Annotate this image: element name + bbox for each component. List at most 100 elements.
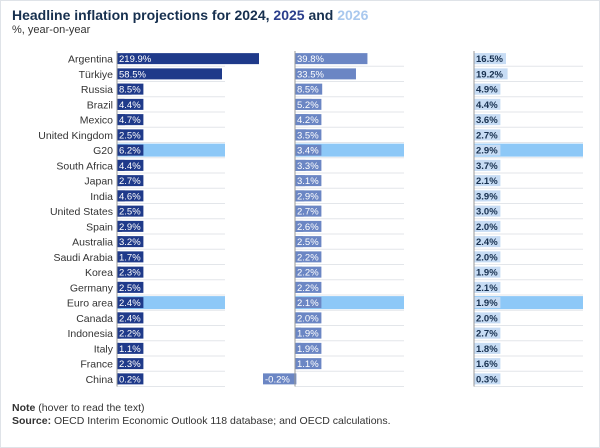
- value-label-2024: 2.9%: [119, 222, 141, 233]
- value-label-2024: 2.5%: [119, 207, 141, 218]
- value-label-2025: 2.7%: [297, 207, 319, 218]
- value-label-box: [295, 236, 322, 248]
- value-label-2024: 3.2%: [119, 237, 141, 248]
- value-label-2026: 2.1%: [476, 283, 498, 294]
- category-label: Japan: [84, 176, 113, 188]
- bar-2024: [117, 68, 222, 80]
- value-label-2024: 4.6%: [119, 191, 141, 202]
- category-label: Korea: [85, 267, 113, 279]
- value-label-2024: 4.4%: [119, 100, 141, 111]
- bar-2025: [295, 53, 368, 65]
- value-label-2025: 4.2%: [297, 115, 319, 126]
- value-label-box: [474, 175, 501, 187]
- value-label-2026: 2.0%: [476, 313, 498, 324]
- value-label-2025: 3.5%: [297, 130, 319, 141]
- value-label-box: [295, 98, 322, 110]
- value-label-box: [474, 266, 501, 278]
- value-label-2025: 3.4%: [297, 146, 319, 157]
- value-label-2024: 2.7%: [119, 176, 141, 187]
- value-label-2025: 33.5%: [297, 69, 324, 80]
- source-text: OECD Interim Economic Outlook 118 databa…: [54, 415, 391, 427]
- value-label-box: [117, 312, 144, 324]
- chart-note[interactable]: Note (hover to read the text): [12, 402, 145, 414]
- category-label: Italy: [94, 343, 114, 355]
- bar-2025: [295, 83, 323, 95]
- value-label-2026: 2.0%: [476, 252, 498, 263]
- value-label-2024: 2.4%: [119, 313, 141, 324]
- value-label-box: [295, 144, 322, 156]
- value-label-box: [117, 297, 144, 309]
- value-label-2024: 58.5%: [119, 69, 146, 80]
- highlight-band: [295, 296, 404, 310]
- chart-title: Headline inflation projections for 2024,…: [12, 7, 368, 23]
- value-label-box: [474, 342, 501, 354]
- value-label-box: [474, 327, 501, 339]
- value-label-2024: 2.3%: [119, 268, 141, 279]
- value-label-box: [474, 281, 501, 293]
- title-prefix: Headline inflation projections for: [12, 7, 231, 23]
- value-label-box: [474, 220, 501, 232]
- value-label-box: [117, 327, 144, 339]
- value-label-box: [474, 190, 501, 202]
- note-label: Note: [12, 402, 36, 414]
- value-label-2024: 2.4%: [119, 298, 141, 309]
- value-label-2026: 19.2%: [476, 69, 503, 80]
- source-label: Source:: [12, 415, 52, 427]
- value-label-box: [295, 358, 322, 370]
- category-label: Indonesia: [67, 328, 113, 340]
- value-label-2024: 8.5%: [119, 85, 141, 96]
- value-label-2024: 0.2%: [119, 374, 141, 385]
- value-label-2024: 2.2%: [119, 329, 141, 340]
- highlight-band: [474, 296, 583, 310]
- category-label: France: [80, 359, 113, 371]
- value-label-2026: 2.0%: [476, 222, 498, 233]
- value-label-2024: 1.1%: [119, 344, 141, 355]
- value-label-2024: 1.7%: [119, 252, 141, 263]
- value-label-2025: 1.9%: [297, 344, 319, 355]
- value-label-box: [295, 251, 322, 263]
- bar-2026: [474, 68, 508, 80]
- value-label-box: [117, 236, 144, 248]
- value-label-2024: 2.5%: [119, 130, 141, 141]
- value-label-box: [474, 129, 501, 141]
- value-label-2025: 2.6%: [297, 222, 319, 233]
- value-label-box: [295, 220, 322, 232]
- bar-2025: [295, 68, 356, 80]
- value-label-2026: 3.0%: [476, 207, 498, 218]
- title-and: and: [308, 7, 334, 23]
- value-label-box: [474, 98, 501, 110]
- value-label-2024: 4.4%: [119, 161, 141, 172]
- value-label-box: [295, 175, 322, 187]
- value-label-2025: -0.2%: [265, 374, 290, 385]
- value-label-2026: 1.6%: [476, 359, 498, 370]
- value-label-box: [117, 114, 144, 126]
- value-label-box: [117, 159, 144, 171]
- value-label-box: [117, 266, 144, 278]
- value-label-box: [117, 342, 144, 354]
- value-label-2026: 4.4%: [476, 100, 498, 111]
- highlight-band: [474, 143, 583, 157]
- value-label-2025: 5.2%: [297, 100, 319, 111]
- category-label: G20: [93, 145, 113, 157]
- value-label-2026: 0.3%: [476, 374, 498, 385]
- value-label-2026: 2.7%: [476, 130, 498, 141]
- value-label-2025: 2.1%: [297, 298, 319, 309]
- value-label-2024: 4.7%: [119, 115, 141, 126]
- value-label-box: [117, 190, 144, 202]
- value-label-box: [295, 281, 322, 293]
- value-label-2025: 3.1%: [297, 176, 319, 187]
- value-label-2026: 2.9%: [476, 146, 498, 157]
- value-label-box: [295, 159, 322, 171]
- category-label: Spain: [86, 221, 113, 233]
- value-label-2025: 8.5%: [297, 85, 319, 96]
- value-label-box: [295, 266, 322, 278]
- value-label-2025: 2.0%: [297, 313, 319, 324]
- category-label: Germany: [70, 282, 114, 294]
- value-label-2026: 3.7%: [476, 161, 498, 172]
- value-label-box: [295, 205, 322, 217]
- value-label-2026: 16.5%: [476, 54, 503, 65]
- value-label-box: [295, 129, 322, 141]
- value-label-2025: 2.2%: [297, 283, 319, 294]
- category-label: Australia: [72, 237, 113, 249]
- value-label-2025: 2.2%: [297, 268, 319, 279]
